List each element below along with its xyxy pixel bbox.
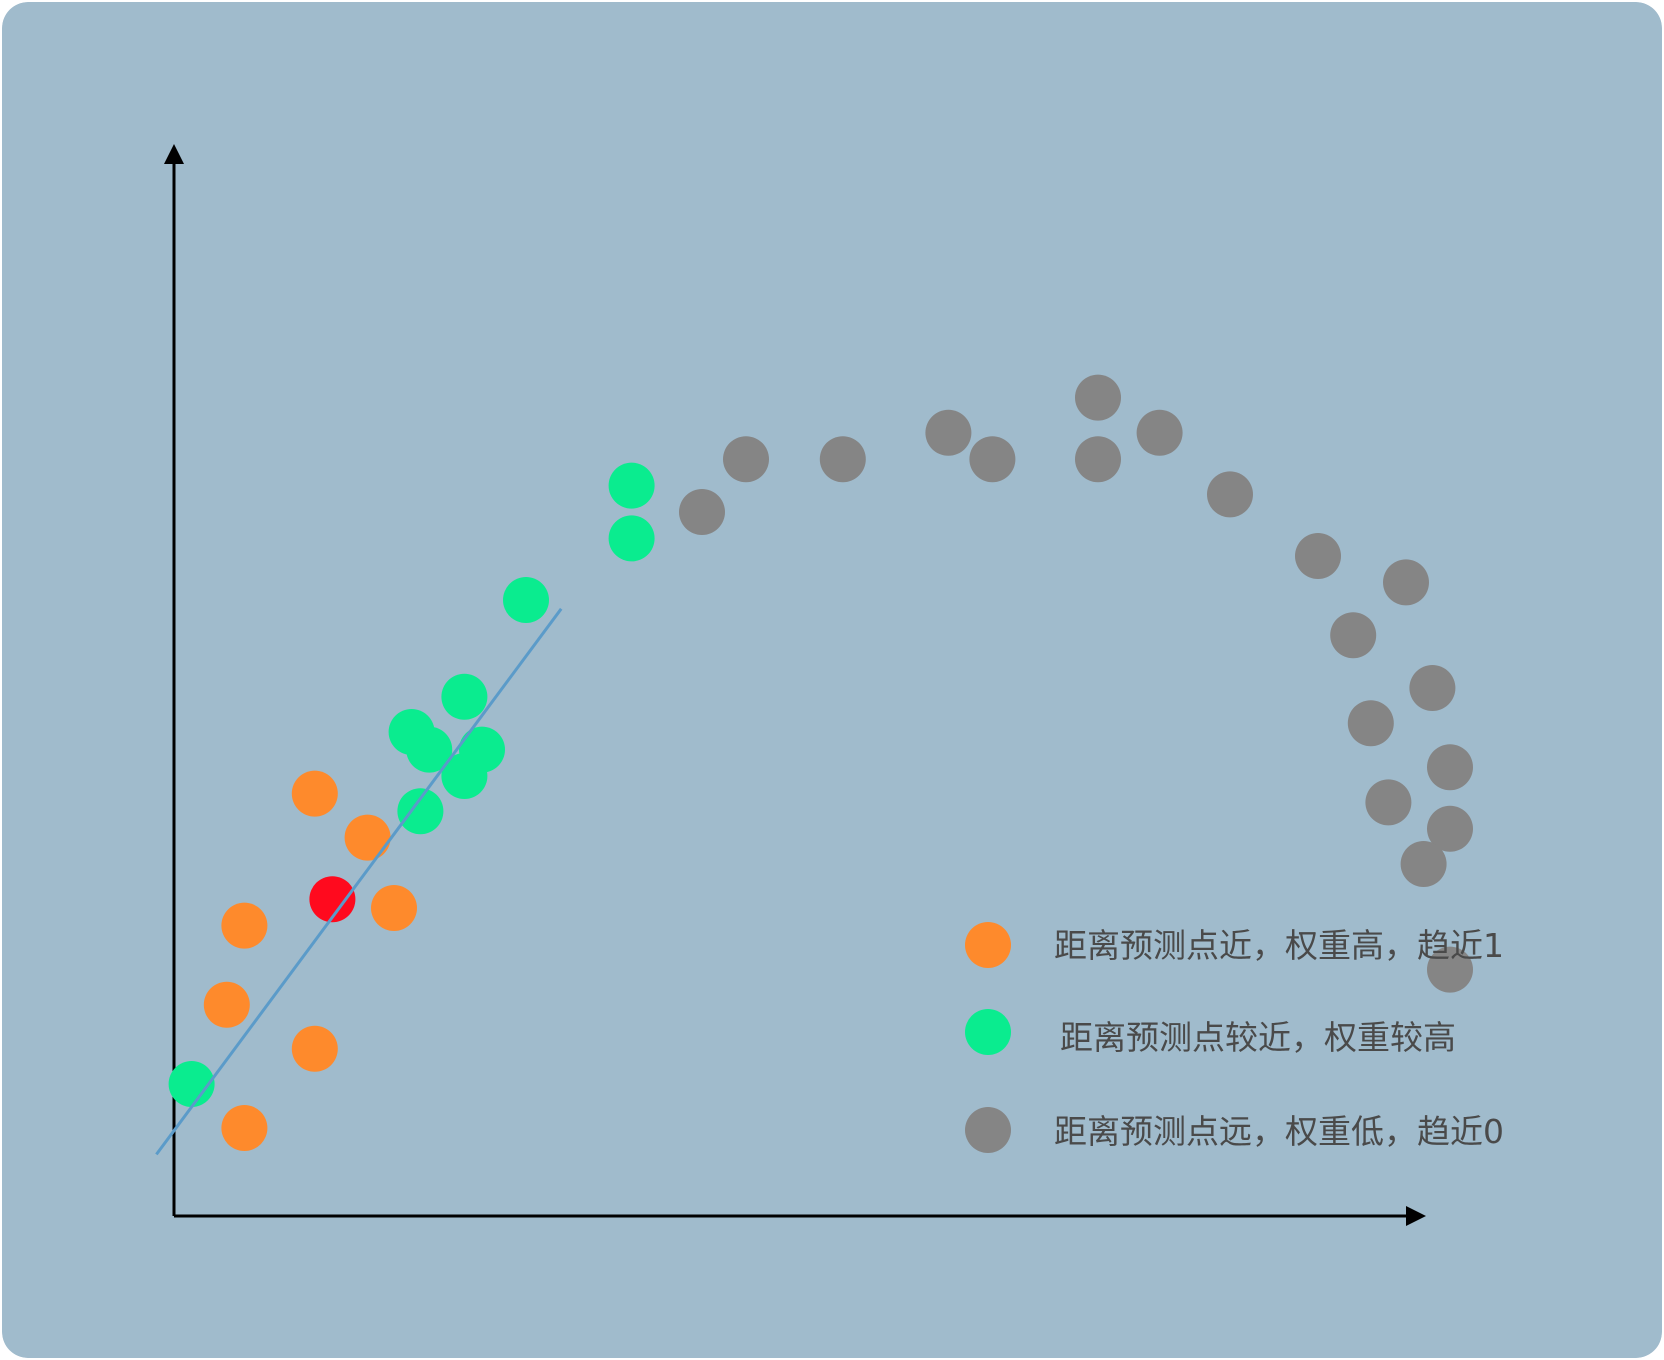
- legend-medium-label: 距离预测点较近，权重较高: [1060, 1018, 1456, 1057]
- far-point: [679, 489, 725, 535]
- medium-point: [608, 515, 655, 562]
- legend-near-swatch: [965, 922, 1011, 968]
- far-point: [1400, 841, 1447, 887]
- query-point: [309, 876, 356, 923]
- far-point: [925, 409, 972, 456]
- y-axis-arrow: [164, 144, 184, 164]
- far-point: [819, 436, 866, 483]
- axes: [164, 144, 1426, 1226]
- medium-point: [168, 1061, 215, 1107]
- medium-point: [503, 577, 549, 623]
- medium-point: [459, 726, 505, 773]
- far-point: [1427, 744, 1473, 791]
- far-point: [1383, 559, 1429, 606]
- near-point: [221, 902, 268, 949]
- far-point: [1365, 779, 1412, 826]
- far-point: [1075, 374, 1121, 421]
- far-point: [1427, 805, 1473, 852]
- medium-point: [397, 788, 444, 835]
- far-point: [969, 436, 1016, 483]
- legend-far-label: 距离预测点远，权重低，趋近0: [1054, 1112, 1504, 1151]
- legend-near-label: 距离预测点近，权重高，趋近1: [1054, 926, 1504, 965]
- near-point: [203, 981, 250, 1028]
- near-point: [371, 885, 417, 931]
- medium-point: [608, 462, 655, 509]
- x-axis-arrow: [1406, 1206, 1426, 1226]
- far-point: [1347, 700, 1394, 747]
- legend-far-swatch: [965, 1107, 1011, 1153]
- far-point: [1136, 409, 1183, 456]
- data-points: [168, 374, 1473, 1151]
- far-point: [1207, 471, 1253, 518]
- far-point: [1330, 612, 1377, 659]
- far-point: [1427, 946, 1473, 993]
- local-fit-line: [155, 607, 563, 1156]
- near-point: [291, 770, 338, 817]
- legend: 距离预测点近，权重高，趋近1 距离预测点较近，权重较高 距离预测点远，权重低，趋…: [965, 922, 1504, 1153]
- far-point: [723, 436, 769, 483]
- near-point: [221, 1105, 268, 1151]
- near-point: [344, 814, 391, 861]
- medium-point: [441, 673, 488, 720]
- medium-point: [406, 726, 453, 773]
- far-point: [1409, 665, 1456, 711]
- near-point: [291, 1025, 338, 1072]
- legend-medium-swatch: [965, 1009, 1011, 1055]
- far-point: [1075, 436, 1121, 483]
- far-point: [1295, 533, 1341, 579]
